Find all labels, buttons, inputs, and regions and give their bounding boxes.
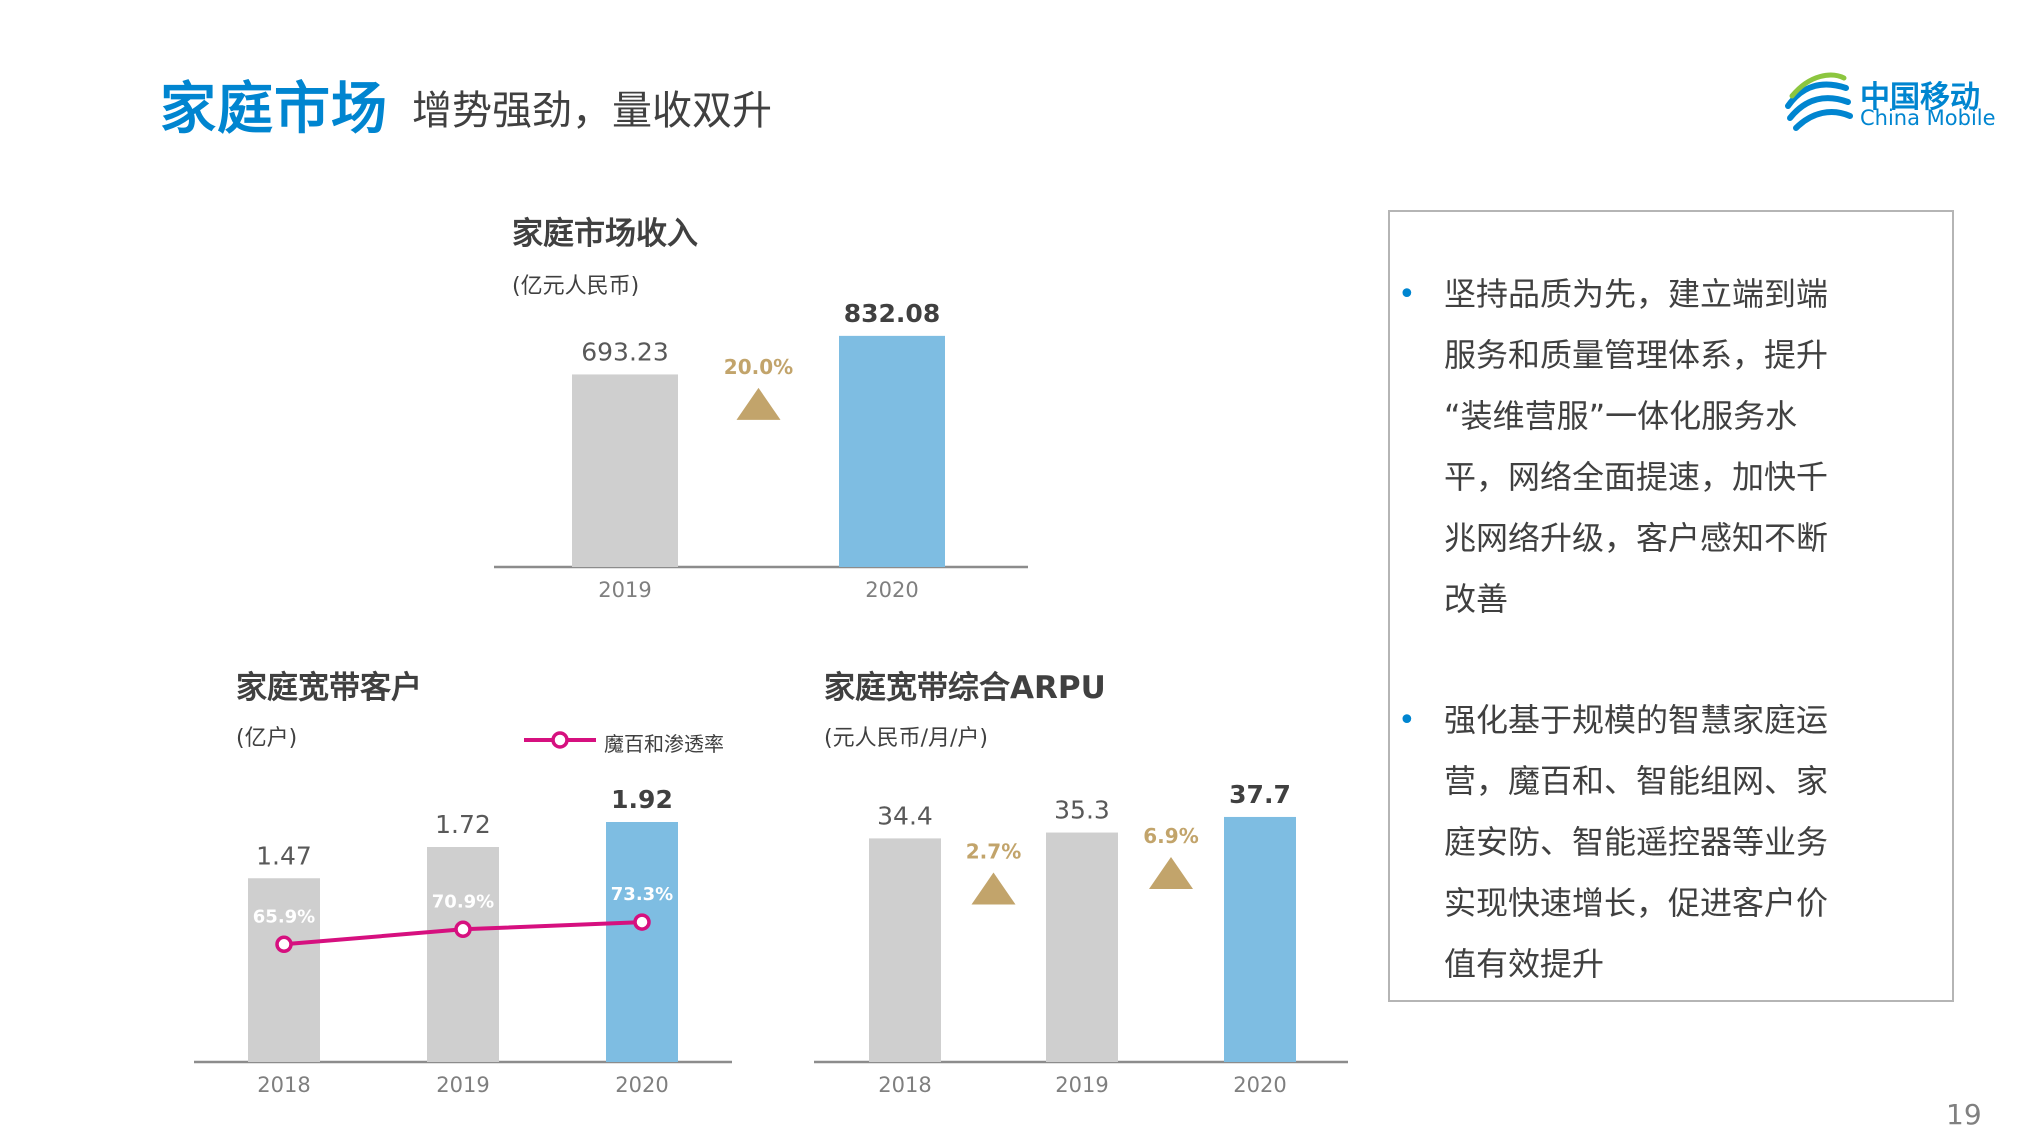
value-label-2018: 34.4	[877, 801, 933, 830]
legend-line-icon	[524, 731, 596, 749]
growth-label: 2.7%	[966, 840, 1021, 864]
penetration-label-2018: 65.9%	[253, 906, 315, 927]
tick-label-2018: 2018	[878, 1073, 931, 1097]
penetration-point-2019	[454, 920, 472, 939]
bar-2018	[869, 838, 941, 1062]
penetration-point-2020	[633, 913, 651, 931]
value-label-2018: 1.47	[256, 841, 312, 870]
logo-text-en: China Mobile	[1860, 106, 1996, 130]
tick-label-2018: 2018	[257, 1073, 310, 1097]
chart-title-revenue: 家庭市场收入	[512, 216, 698, 252]
value-label-2020: 37.7	[1229, 780, 1291, 809]
tick-label-2020: 2020	[615, 1073, 668, 1097]
page-title: 家庭市场	[160, 77, 388, 142]
page-subtitle: 增势强劲，量收双升	[412, 88, 772, 134]
tick-label-2020: 2020	[1233, 1073, 1286, 1097]
revenue-bar-chart: 693.23 2019 832.08 2020 20.0%	[494, 299, 1028, 602]
legend-label-penetration: 魔百和渗透率	[604, 732, 724, 756]
chart-unit-arpu: (元人民币/月/户)	[824, 726, 988, 751]
growth-triangle-icon	[971, 872, 1016, 905]
chart-unit-customers: (亿户)	[236, 726, 298, 751]
china-mobile-logo-icon	[1785, 72, 1853, 131]
bullet-point-smart-home: • 强化基于规模的智慧家庭运 营，魔百和、智能组网、家 庭安防、智能遥控器等业务…	[1398, 690, 1884, 995]
bar-2018	[248, 878, 320, 1062]
bar-2020	[1224, 816, 1296, 1062]
growth-label: 20.0%	[724, 355, 793, 379]
penetration-label-2020: 73.3%	[611, 884, 673, 905]
bullet-point-quality: • 坚持品质为先，建立端到端 服务和质量管理体系，提升 “装维营服”一体化服务水…	[1398, 264, 1884, 630]
bullet-dot-icon: •	[1398, 703, 1416, 738]
tick-label-2019: 2019	[598, 578, 651, 602]
bar-2020	[839, 335, 945, 567]
bar-2020	[606, 822, 678, 1062]
tick-label-2019: 2019	[1055, 1073, 1108, 1097]
chart-title-customers: 家庭宽带客户	[236, 670, 422, 706]
growth-label: 6.9%	[1143, 824, 1198, 848]
value-label-2020: 832.08	[844, 299, 940, 328]
bullet-dot-icon: •	[1398, 277, 1416, 312]
value-label-2019: 693.23	[581, 337, 668, 366]
value-label-2019: 1.72	[435, 810, 491, 839]
arpu-bar-chart: 34.4 2018 35.3 2019 37.7 2020 2.7% 6.9%	[814, 780, 1348, 1097]
page-number: 19	[1946, 1098, 1982, 1131]
value-label-2020: 1.92	[611, 785, 673, 814]
value-label-2019: 35.3	[1054, 796, 1110, 825]
tick-label-2019: 2019	[436, 1073, 489, 1097]
customers-bar-chart: 1.47 2018 1.72 2019 1.92 2020 65.9% 70.9% 73.3%	[194, 785, 732, 1097]
tick-label-2020: 2020	[865, 578, 918, 602]
penetration-point-2018	[275, 935, 293, 954]
growth-triangle-icon	[736, 387, 781, 420]
growth-triangle-icon	[1149, 856, 1193, 889]
bar-2019	[572, 374, 678, 567]
chart-title-arpu: 家庭宽带综合ARPU	[824, 670, 1106, 706]
bar-2019	[1046, 832, 1118, 1062]
penetration-label-2019: 70.9%	[432, 891, 494, 912]
bar-2019	[427, 847, 499, 1062]
logo-text-cn: 中国移动	[1860, 80, 1980, 115]
key-points-box: • 坚持品质为先，建立端到端 服务和质量管理体系，提升 “装维营服”一体化服务水…	[1388, 210, 1954, 1002]
chart-unit-revenue: (亿元人民币)	[512, 274, 640, 299]
